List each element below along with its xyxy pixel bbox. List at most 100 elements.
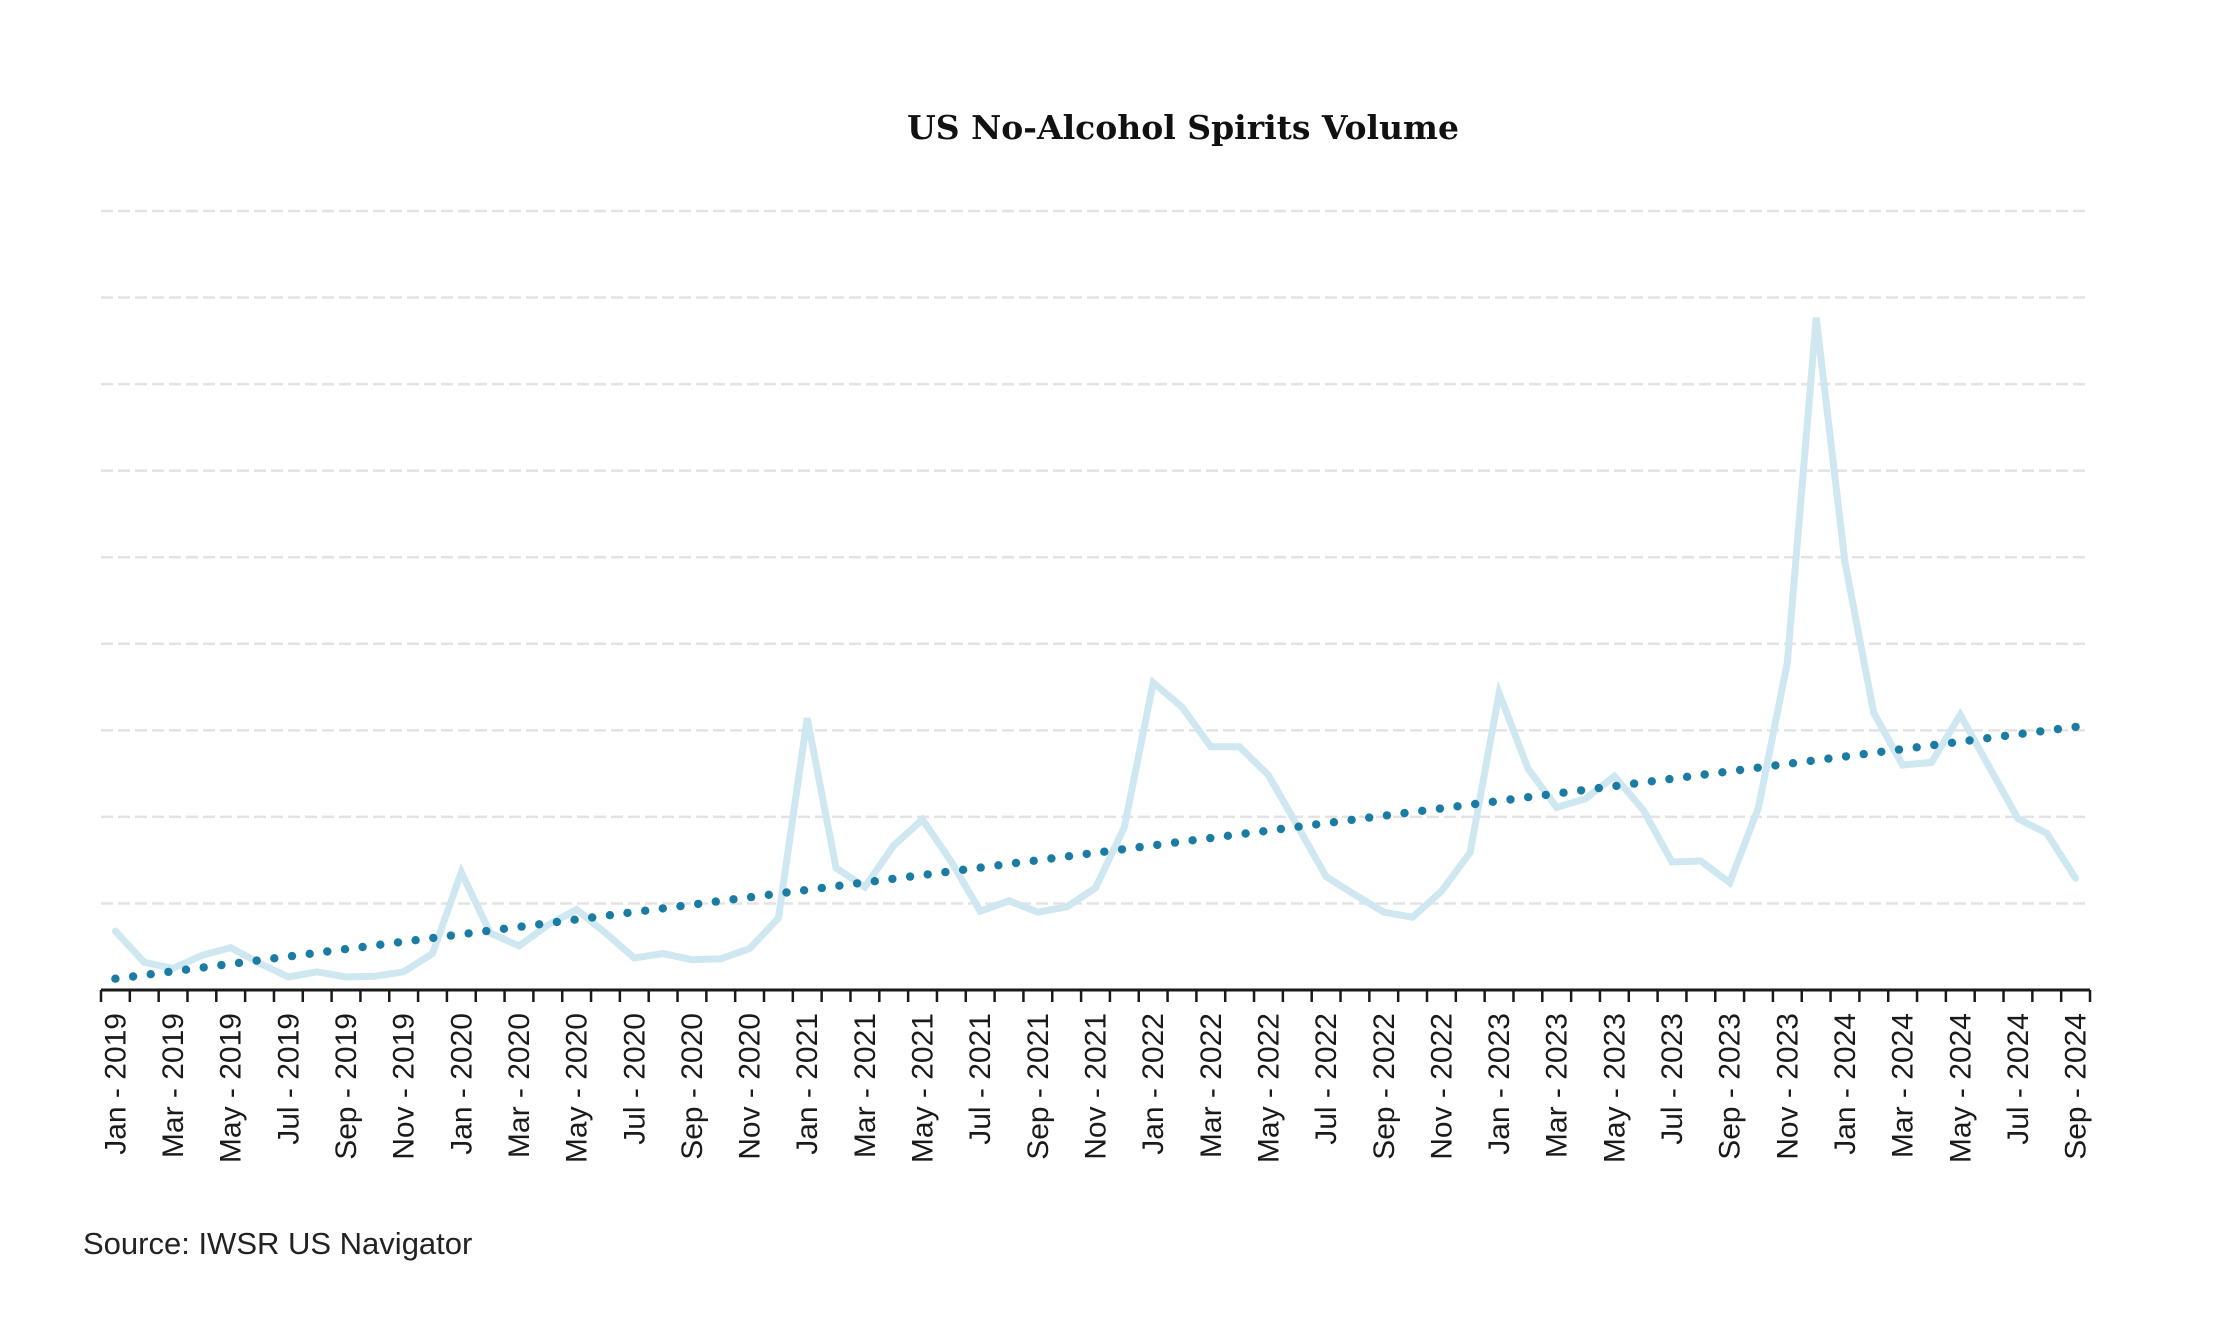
x-tick-label: May - 2021 (907, 1013, 940, 1163)
trend-dot (1541, 790, 1551, 800)
trend-dot (1223, 831, 1233, 840)
trend-dot (1188, 836, 1197, 845)
x-tick-label: Mar - 2022 (1195, 1013, 1228, 1158)
trend-dot (287, 951, 297, 961)
trend-dot (941, 867, 950, 877)
trend-dot (641, 906, 650, 915)
x-axis-labels: Jan - 2019 Mar - 2019 May - 2019 Jul - 2019… (99, 1013, 2092, 1163)
trend-dot (1382, 811, 1392, 820)
trend-dot (446, 931, 456, 940)
x-tick-label: Jul - 2023 (1656, 1013, 1689, 1145)
x-tick-label: Sep - 2023 (1714, 1013, 1747, 1160)
trend-dot (2036, 727, 2045, 736)
trend-dot (2000, 731, 2010, 741)
trend-dot (1100, 847, 1109, 856)
trend-dot (1806, 756, 1815, 766)
trend-dot (1082, 849, 1091, 859)
x-tick-label: May - 2024 (1944, 1013, 1977, 1163)
trend-dot (1312, 820, 1321, 829)
x-tick-label: Jul - 2019 (272, 1013, 305, 1145)
trend-dot (411, 936, 420, 945)
trend-dot (1029, 856, 1038, 865)
trend-dot (181, 965, 191, 974)
x-tick-label: Sep - 2024 (2060, 1013, 2093, 1160)
trend-dot (535, 920, 544, 929)
x-tick-label: Jan - 2021 (791, 1013, 824, 1155)
trend-dot (729, 895, 738, 904)
trend-dot (1047, 854, 1056, 863)
x-tick-label: Jan - 2020 (445, 1013, 478, 1155)
x-tick-label: Nov - 2023 (1771, 1013, 1804, 1160)
trend-dot (1347, 815, 1356, 825)
x-tick-label: Sep - 2021 (1022, 1013, 1055, 1160)
x-tick-label: Jul - 2024 (2002, 1013, 2035, 1145)
trend-dot (888, 874, 897, 884)
volume-series (111, 317, 2080, 981)
trend-dot (1170, 838, 1180, 847)
x-tick-label: Jul - 2022 (1310, 1013, 1343, 1145)
trend-dot (1506, 795, 1515, 804)
trend-dot (376, 940, 385, 949)
x-tick-label: Jan - 2024 (1829, 1013, 1862, 1155)
trend-dot (2071, 722, 2080, 732)
trend-dot (1735, 765, 1745, 775)
trend-dot (746, 892, 756, 902)
trend-dot (605, 911, 615, 920)
trend-dot (1983, 734, 1992, 743)
source-note: Source: IWSR US Navigator (83, 1226, 473, 1261)
trend-dot (1488, 797, 1498, 806)
trend-dot (146, 970, 155, 979)
x-tick-label: Jan - 2023 (1483, 1013, 1516, 1155)
trend-series (111, 722, 2080, 983)
trend-dot (323, 947, 332, 956)
x-tick-label: Mar - 2021 (849, 1013, 882, 1158)
x-tick-label: May - 2020 (561, 1013, 594, 1163)
x-tick-label: Mar - 2024 (1887, 1013, 1920, 1158)
trend-dot (835, 881, 844, 890)
trend-dot (1135, 842, 1144, 852)
x-tick-label: Jul - 2021 (964, 1013, 997, 1145)
trend-dot (340, 945, 350, 954)
trend-dot (658, 904, 667, 913)
x-tick-label: Jan - 2022 (1137, 1013, 1170, 1155)
trend-dot (1682, 772, 1692, 781)
trend-dot (1912, 743, 1921, 752)
x-tick-label: Nov - 2019 (388, 1013, 421, 1160)
x-tick-label: Mar - 2019 (157, 1013, 190, 1158)
trend-dot (128, 972, 138, 981)
chart-title: US No-Alcohol Spirits Volume (907, 108, 1459, 147)
trend-dot (482, 926, 491, 936)
trend-dot (1206, 833, 1215, 843)
trend-dot (1064, 852, 1074, 861)
trend-dot (923, 870, 932, 879)
trend-dot (958, 865, 968, 874)
trend-dot (1435, 804, 1445, 813)
trend-dot (1471, 799, 1480, 809)
trend-dot (1965, 736, 1974, 745)
x-tick-label: Nov - 2022 (1425, 1013, 1458, 1160)
trend-dot (1453, 802, 1462, 811)
trend-dot (1877, 747, 1886, 756)
trend-dot (870, 877, 879, 886)
trend-dot (1594, 783, 1604, 793)
trend-dot (1365, 813, 1374, 822)
x-tick-label: Jul - 2020 (618, 1013, 651, 1145)
trend-dot (588, 913, 597, 922)
trend-dot (517, 922, 526, 931)
trend-dot (270, 954, 279, 963)
gridlines (101, 209, 2085, 905)
trend-dot (676, 901, 685, 911)
trend-dot (2018, 729, 2027, 738)
trend-dot (1241, 829, 1250, 838)
trend-dot (1788, 759, 1798, 768)
trend-dot (1647, 777, 1657, 786)
trend-dot (1259, 827, 1268, 836)
trend-dot (1576, 786, 1586, 795)
x-tick-label: Sep - 2019 (330, 1013, 363, 1160)
trend-dot (905, 872, 915, 881)
x-axis (99, 988, 2092, 1002)
trend-dot (199, 963, 208, 972)
trend-dot (994, 861, 1003, 870)
trend-dot (234, 958, 244, 968)
